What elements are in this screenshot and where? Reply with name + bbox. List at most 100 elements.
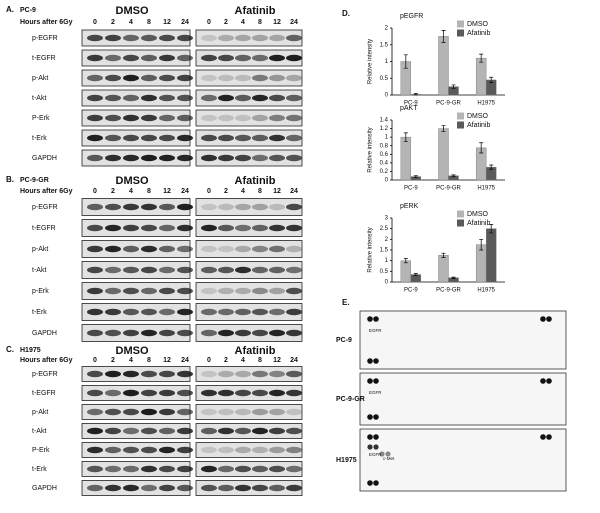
- legend-label: DMSO: [467, 21, 489, 28]
- blot-band: [218, 308, 234, 316]
- chart-title: pAKT: [400, 105, 418, 112]
- array-spot: [367, 444, 373, 450]
- array-spot: [367, 316, 373, 322]
- blot-band: [87, 94, 103, 102]
- array-spot: [373, 378, 379, 384]
- row-label: t-Akt: [32, 428, 46, 435]
- hour-label: 0: [207, 19, 211, 26]
- blot-band: [105, 224, 121, 232]
- blot-band: [252, 34, 268, 42]
- y-tick-label: 3: [385, 216, 389, 222]
- blot-band: [286, 287, 302, 295]
- group-title: Afatinib: [235, 345, 276, 357]
- error-bar: [413, 273, 418, 276]
- hour-label: 24: [290, 19, 298, 26]
- blot-band: [252, 329, 268, 337]
- blot-band: [177, 465, 193, 473]
- row-label: t-EGFR: [32, 390, 56, 397]
- blot-band: [159, 134, 175, 142]
- blot-band: [269, 154, 285, 162]
- error-bar: [413, 175, 418, 178]
- row-label: p-Akt: [32, 409, 48, 416]
- blot-band: [87, 329, 103, 337]
- blot-band: [286, 203, 302, 211]
- blot-strip: [195, 240, 303, 258]
- blot-band: [159, 308, 175, 316]
- blot-band: [218, 329, 234, 337]
- blot-band: [159, 34, 175, 42]
- blot-band: [177, 308, 193, 316]
- blot-band: [159, 465, 175, 473]
- y-tick-label: 1.5: [380, 42, 389, 48]
- bar: [400, 260, 412, 283]
- array-spot: [546, 316, 552, 322]
- panel-letter: D.: [342, 9, 350, 18]
- blot-band: [105, 114, 121, 122]
- blot-band: [105, 54, 121, 62]
- array-spot: [379, 451, 385, 457]
- blot-band: [123, 389, 139, 397]
- blot-band: [201, 389, 217, 397]
- blot-band: [269, 94, 285, 102]
- y-tick-label: 0.4: [380, 160, 389, 166]
- hour-label: 0: [207, 188, 211, 195]
- group-title: Afatinib: [235, 175, 276, 187]
- blot-band: [177, 370, 193, 378]
- hour-label: 2: [224, 188, 228, 195]
- legend-swatch: [457, 112, 464, 120]
- blot-band: [252, 94, 268, 102]
- group-title: DMSO: [116, 175, 149, 187]
- blot-band: [235, 287, 251, 295]
- y-tick-label: 1.2: [380, 126, 389, 132]
- array-spot: [540, 434, 546, 440]
- array-membrane: [359, 372, 567, 426]
- blot-band: [87, 408, 103, 416]
- blot-band: [235, 389, 251, 397]
- blot-band: [201, 446, 217, 454]
- blot-band: [87, 266, 103, 274]
- blot-band: [218, 370, 234, 378]
- blot-band: [159, 154, 175, 162]
- blot-band: [235, 34, 251, 42]
- blot-band: [141, 245, 157, 253]
- blot-band: [252, 54, 268, 62]
- blot-band: [235, 94, 251, 102]
- hour-label: 0: [93, 19, 97, 26]
- blot-band: [252, 427, 268, 435]
- spot-label: EGFR: [369, 452, 382, 457]
- blot-band: [123, 370, 139, 378]
- y-axis-label: Relative intensity: [368, 127, 374, 172]
- blot-band: [177, 266, 193, 274]
- hours-label: Hours after 6Gy: [20, 357, 73, 364]
- chart-title: pEGFR: [400, 13, 423, 20]
- blot-band: [218, 287, 234, 295]
- hour-label: 4: [241, 19, 245, 26]
- blot-band: [159, 389, 175, 397]
- y-tick-label: 2: [385, 237, 389, 243]
- blot-band: [105, 245, 121, 253]
- bar: [475, 57, 487, 96]
- blot-band: [87, 154, 103, 162]
- blot-band: [218, 427, 234, 435]
- blot-band: [141, 408, 157, 416]
- blot-band: [159, 114, 175, 122]
- x-tick-label: H1975: [477, 288, 495, 294]
- legend-label: Afatinib: [467, 220, 490, 227]
- hour-label: 8: [147, 188, 151, 195]
- blot-band: [218, 34, 234, 42]
- blot-band: [105, 308, 121, 316]
- blot-band: [105, 266, 121, 274]
- blot-band: [141, 446, 157, 454]
- blot-band: [201, 224, 217, 232]
- blot-band: [201, 427, 217, 435]
- blot-band: [141, 308, 157, 316]
- blot-band: [87, 446, 103, 454]
- y-tick-label: 0.6: [380, 152, 389, 158]
- group-title: DMSO: [116, 345, 149, 357]
- blot-band: [159, 266, 175, 274]
- blot-band: [177, 446, 193, 454]
- blot-band: [87, 74, 103, 82]
- legend-swatch: [457, 20, 464, 28]
- blot-band: [177, 94, 193, 102]
- blot-band: [87, 224, 103, 232]
